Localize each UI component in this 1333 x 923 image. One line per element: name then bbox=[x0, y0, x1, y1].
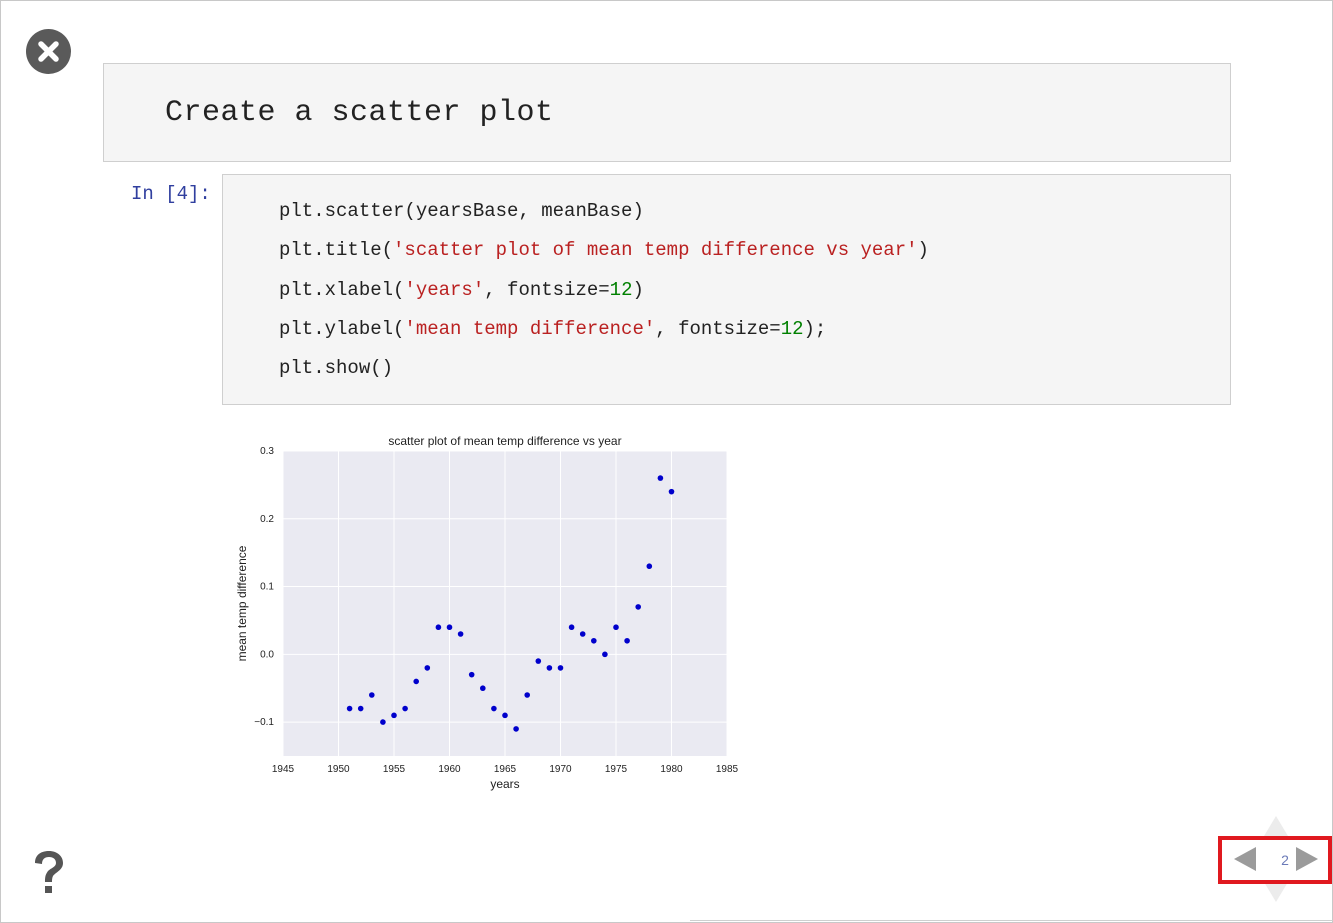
slide-number: 2 bbox=[1281, 852, 1289, 868]
code-text: ) bbox=[632, 279, 644, 301]
data-point bbox=[668, 488, 675, 495]
code-line-4: plt.ylabel('mean temp difference', fonts… bbox=[279, 318, 826, 340]
data-point bbox=[435, 624, 442, 631]
code-text: ) bbox=[917, 239, 929, 261]
data-point bbox=[579, 631, 586, 637]
data-point bbox=[513, 726, 519, 732]
question-mark-icon[interactable] bbox=[30, 849, 68, 897]
data-point bbox=[657, 475, 664, 481]
arrow-right-icon[interactable] bbox=[1295, 846, 1319, 872]
x-tick-label: 1945 bbox=[272, 764, 295, 775]
code-string: 'years' bbox=[404, 279, 485, 301]
data-point bbox=[413, 678, 419, 685]
code-line-3: plt.xlabel('years', fontsize=12) bbox=[279, 279, 644, 301]
code-cell[interactable]: plt.scatter(yearsBase, meanBase) plt.tit… bbox=[222, 174, 1231, 405]
x-tick-label: 1950 bbox=[327, 764, 350, 775]
data-point bbox=[546, 665, 553, 671]
x-tick-label: 1965 bbox=[494, 764, 517, 775]
data-point bbox=[457, 631, 464, 637]
data-point bbox=[446, 624, 453, 631]
code-text: plt.xlabel( bbox=[279, 279, 405, 301]
close-button[interactable] bbox=[26, 29, 71, 74]
y-tick-label: 0.2 bbox=[260, 514, 274, 525]
code-text: plt.show() bbox=[279, 357, 394, 379]
close-icon bbox=[38, 41, 59, 62]
code-text: plt.title( bbox=[279, 239, 394, 261]
data-point bbox=[502, 712, 508, 719]
data-point bbox=[480, 685, 486, 692]
x-tick-label: 1980 bbox=[660, 764, 683, 775]
data-point bbox=[646, 563, 653, 570]
code-text: plt.ylabel( bbox=[279, 318, 405, 340]
data-point bbox=[369, 692, 375, 698]
data-point bbox=[391, 712, 397, 719]
data-point bbox=[568, 624, 575, 631]
y-tick-label: 0.3 bbox=[260, 446, 274, 457]
input-prompt: In [4]: bbox=[131, 183, 211, 205]
x-tick-label: 1955 bbox=[383, 764, 406, 775]
y-tick-label: 0.0 bbox=[260, 649, 274, 660]
code-string: 'mean temp difference' bbox=[404, 318, 656, 340]
x-tick-label: 1960 bbox=[438, 764, 461, 775]
code-string: 'scatter plot of mean temp difference vs… bbox=[393, 239, 918, 261]
code-text: ); bbox=[803, 318, 827, 340]
code-line-5: plt.show() bbox=[279, 357, 393, 379]
data-point bbox=[380, 719, 386, 725]
x-axis-label: years bbox=[490, 777, 519, 791]
y-axis-label: mean temp difference bbox=[235, 545, 249, 661]
markdown-cell[interactable]: Create a scatter plot bbox=[103, 63, 1231, 162]
x-tick-label: 1985 bbox=[716, 764, 739, 775]
code-text: , fontsize= bbox=[484, 279, 610, 301]
data-point bbox=[524, 692, 530, 698]
data-point bbox=[624, 637, 630, 644]
data-point bbox=[468, 671, 475, 678]
divider bbox=[690, 920, 1333, 921]
data-point bbox=[424, 665, 431, 671]
data-point bbox=[535, 658, 542, 664]
data-point bbox=[591, 637, 597, 644]
data-point bbox=[357, 705, 364, 712]
data-point bbox=[491, 705, 497, 712]
code-text: plt.scatter(yearsBase, meanBase) bbox=[279, 200, 644, 222]
scatter-chart: 1945 1950 1955 1960 1965 1970 1975 1980 1985 −0.1… bbox=[235, 434, 739, 791]
data-point bbox=[635, 604, 641, 610]
chart-title: scatter plot of mean temp difference vs … bbox=[388, 434, 621, 448]
x-tick-label: 1970 bbox=[549, 764, 572, 775]
code-number: 12 bbox=[780, 318, 804, 340]
x-tick-label: 1975 bbox=[605, 764, 628, 775]
slide-heading: Create a scatter plot bbox=[165, 96, 554, 130]
data-point bbox=[346, 705, 353, 712]
data-point bbox=[602, 651, 608, 658]
arrow-up-icon[interactable] bbox=[1262, 816, 1290, 836]
arrow-left-icon[interactable] bbox=[1233, 846, 1257, 872]
data-point bbox=[613, 624, 619, 631]
code-number: 12 bbox=[609, 279, 633, 301]
code-line-1: plt.scatter(yearsBase, meanBase) bbox=[279, 200, 644, 222]
data-point bbox=[402, 705, 408, 712]
arrow-down-icon[interactable] bbox=[1262, 882, 1290, 902]
code-text: , fontsize= bbox=[655, 318, 781, 340]
data-point bbox=[557, 665, 564, 671]
y-tick-label: 0.1 bbox=[260, 582, 274, 593]
y-tick-label: −0.1 bbox=[254, 717, 274, 728]
code-line-2: plt.title('scatter plot of mean temp dif… bbox=[279, 239, 929, 261]
